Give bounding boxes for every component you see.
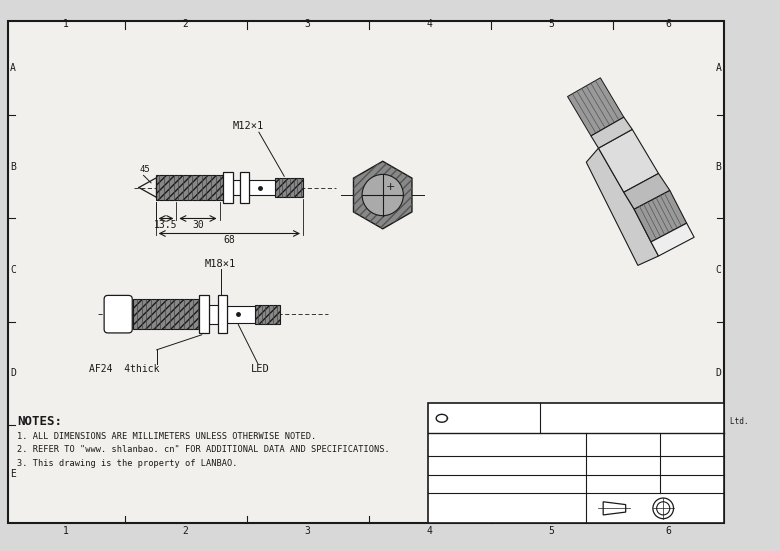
Text: A: A [10, 63, 16, 73]
Text: E: E [10, 469, 16, 479]
Polygon shape [598, 129, 658, 192]
Text: SCALE: SCALE [589, 435, 614, 444]
Text: 3: 3 [305, 526, 310, 536]
Text: TITLE: TITLE [431, 435, 456, 444]
Text: 1: 1 [63, 526, 69, 536]
Text: 2. REFER TO "www. shlanbao. cn" FOR ADDITIONAL DATA AND SPECIFICATIONS.: 2. REFER TO "www. shlanbao. cn" FOR ADDI… [17, 446, 390, 455]
Text: 5: 5 [548, 19, 555, 29]
Text: 3. This drawing is the property of LANBAO.: 3. This drawing is the property of LANBA… [17, 458, 237, 468]
Bar [209, 305, 218, 323]
Bar [223, 171, 232, 203]
Text: DIMENSIONS: DIMENSIONS [589, 458, 636, 467]
Bar [275, 178, 303, 197]
Text: 6: 6 [665, 19, 672, 29]
Polygon shape [587, 148, 658, 266]
Text: 1:1: 1:1 [664, 440, 684, 450]
Text: +: + [385, 182, 395, 192]
Text: D: D [715, 368, 722, 379]
Text: 2: 2 [183, 526, 189, 536]
Bar [199, 295, 209, 333]
Polygon shape [624, 174, 670, 209]
Bar [427, 403, 724, 523]
Text: Shanghai Lanbao Sensing Technology Co., Ltd.: Shanghai Lanbao Sensing Technology Co., … [545, 417, 749, 426]
Text: FIRST ANGLE PROJECTION: FIRST ANGLE PROJECTION [434, 504, 551, 513]
Text: www. shlanbao. cn: www. shlanbao. cn [545, 407, 636, 416]
Bar [255, 305, 279, 323]
Text: 5: 5 [548, 526, 555, 536]
Text: 13.5: 13.5 [154, 220, 178, 230]
Text: 68: 68 [224, 235, 236, 245]
Bar [133, 299, 199, 329]
Polygon shape [591, 117, 633, 148]
Text: M12×1: M12×1 [232, 121, 264, 131]
Text: NOTES:: NOTES: [17, 415, 62, 429]
Polygon shape [651, 223, 694, 256]
Text: A: A [715, 63, 722, 73]
Text: C: C [715, 265, 722, 275]
Text: 4: 4 [427, 526, 433, 536]
Circle shape [362, 175, 403, 215]
Text: 30: 30 [192, 220, 204, 230]
FancyBboxPatch shape [104, 295, 133, 333]
Text: millimeters: millimeters [664, 461, 719, 469]
Text: DRAWING NO.: DRAWING NO. [589, 477, 640, 485]
Text: 45: 45 [140, 165, 151, 175]
Bar [249, 180, 275, 195]
Bar [240, 171, 249, 203]
Text: E: E [715, 469, 722, 479]
Bar [232, 180, 240, 195]
Text: LANBAO: LANBAO [448, 412, 494, 425]
Text: M18×1: M18×1 [204, 259, 236, 269]
Bar [156, 175, 223, 199]
Polygon shape [634, 190, 686, 242]
Text: 2: 2 [183, 19, 189, 29]
Text: B: B [715, 162, 722, 172]
Text: C: C [10, 265, 16, 275]
Bar [227, 306, 255, 323]
Text: 1: 1 [63, 19, 69, 29]
Polygon shape [353, 161, 412, 229]
Text: LED: LED [250, 364, 269, 374]
Text: 6: 6 [665, 526, 672, 536]
Text: AF24  4thick: AF24 4thick [89, 364, 160, 374]
Polygon shape [568, 78, 624, 136]
Bar [218, 295, 227, 333]
Text: 3: 3 [305, 19, 310, 29]
Text: 1. ALL DIMENSIONS ARE MILLIMETERS UNLESS OTHERWISE NOTED.: 1. ALL DIMENSIONS ARE MILLIMETERS UNLESS… [17, 433, 316, 441]
Text: D: D [10, 368, 16, 379]
Text: 4: 4 [427, 19, 433, 29]
Text: PR18G-D-E2: PR18G-D-E2 [452, 435, 562, 453]
Text: B: B [10, 162, 16, 172]
Text: 180576: 180576 [664, 479, 700, 489]
